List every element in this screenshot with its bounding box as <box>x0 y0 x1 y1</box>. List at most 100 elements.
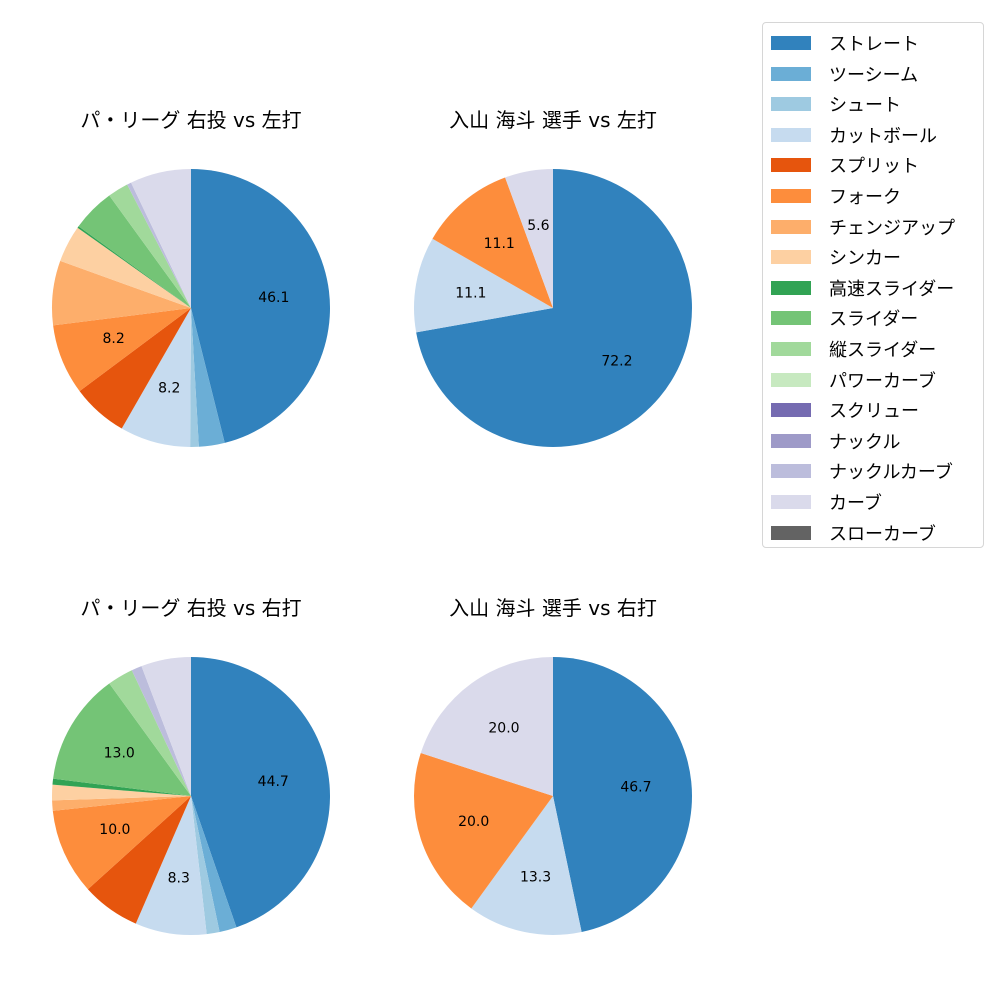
legend-item: スプリット <box>771 155 919 178</box>
legend-swatch <box>771 433 811 448</box>
pie-slice <box>414 238 553 333</box>
pie-slice <box>190 308 199 447</box>
pie-slice <box>131 169 191 308</box>
pie-slice-label: 11.1 <box>484 236 515 252</box>
legend-item: パワーカーブ <box>771 370 936 392</box>
legend-swatch <box>771 525 811 540</box>
pie-slice-label: 5.6 <box>527 218 549 234</box>
legend-label: スプリット <box>829 156 919 178</box>
legend-label: カットボール <box>829 125 937 147</box>
pie-slice-label: 44.7 <box>258 774 289 790</box>
pie-slice <box>420 657 553 796</box>
legend: ストレート ツーシーム シュート カットボール スプリット フォーク チェンジア… <box>762 22 984 548</box>
legend-swatch <box>771 219 811 234</box>
pie-slice-label: 11.1 <box>455 286 486 302</box>
legend-label: スクリュー <box>829 401 919 423</box>
legend-label: スライダー <box>829 309 919 331</box>
pie-slice <box>87 796 191 924</box>
pie-slice-label: 8.3 <box>168 870 190 886</box>
pie-slice <box>141 657 191 796</box>
pie-slice <box>191 169 331 443</box>
legend-label: フォーク <box>829 187 901 208</box>
legend-swatch <box>771 372 811 387</box>
pie-slice-label: 20.0 <box>458 814 489 830</box>
legend-label: パワーカーブ <box>829 370 936 392</box>
pie-slice <box>60 227 191 308</box>
pie-slice <box>79 308 191 429</box>
pie-slice <box>78 195 191 308</box>
chart-title-player-vs-right: 入山 海斗 選手 vs 右打 <box>449 596 657 620</box>
legend-label: ナックル <box>829 431 901 453</box>
legend-swatch <box>771 189 811 203</box>
pie-slice <box>553 657 693 933</box>
pie-slice <box>52 778 191 796</box>
legend-swatch <box>771 342 811 356</box>
pie-slice-label: 10.0 <box>99 822 130 838</box>
pie-slice <box>127 182 191 308</box>
legend-label: スローカーブ <box>829 523 936 545</box>
legend-item: シュート <box>771 94 901 117</box>
chart-title-player-vs-left: 入山 海斗 選手 vs 左打 <box>449 108 657 132</box>
legend-swatch <box>771 97 811 112</box>
pie-slice <box>77 226 191 308</box>
legend-swatch <box>771 66 811 81</box>
legend-label: シンカー <box>829 248 901 270</box>
legend-swatch <box>771 127 811 142</box>
legend-item: フォーク <box>771 186 901 208</box>
legend-swatch <box>771 280 811 295</box>
legend-swatch <box>771 464 811 479</box>
legend-label: カーブ <box>829 493 882 514</box>
legend-item: ナックル <box>771 431 901 453</box>
pie-slice <box>53 308 192 392</box>
pie-slice-label: 46.7 <box>620 779 651 795</box>
legend-item: チェンジアップ <box>771 217 955 239</box>
pie-slice-label: 8.2 <box>103 331 125 347</box>
pie-slice <box>121 308 191 447</box>
pie-slice <box>53 683 192 796</box>
pie-slice-label: 46.1 <box>258 290 289 306</box>
legend-label: 縦スライダー <box>829 340 937 361</box>
legend-item: カーブ <box>771 492 882 514</box>
pie-slice-label: 72.2 <box>601 354 632 370</box>
pie-slice-label: 8.2 <box>158 381 180 397</box>
legend-swatch <box>771 36 811 50</box>
pie-slice <box>505 169 553 308</box>
pie-slice <box>413 753 553 909</box>
legend-item: スクリュー <box>771 400 919 423</box>
legend-item: ナックルカーブ <box>771 461 953 484</box>
legend-item: 縦スライダー <box>771 339 937 361</box>
legend-swatch <box>771 403 811 418</box>
pie-slice <box>191 657 331 928</box>
legend-label: ナックルカーブ <box>829 462 953 484</box>
legend-item: カットボール <box>771 125 937 147</box>
chart-title-league-vs-left: パ・リーグ 右投 vs 左打 <box>80 108 302 132</box>
legend-swatch <box>771 311 811 326</box>
legend-swatch <box>771 250 811 265</box>
legend-swatch <box>771 495 811 509</box>
pie-slice <box>471 796 582 935</box>
pie-slice <box>135 796 207 935</box>
legend-label: シュート <box>829 95 901 117</box>
legend-item: ツーシーム <box>771 64 918 86</box>
pie-slice-label: 20.0 <box>488 721 519 737</box>
legend-item: シンカー <box>771 247 901 270</box>
pie-slice <box>191 796 220 935</box>
pie-slice <box>51 260 191 326</box>
pie-slice <box>416 169 692 447</box>
pie-slice <box>131 666 191 796</box>
legend-label: 高速スライダー <box>829 278 955 300</box>
pie-slice <box>52 784 191 801</box>
pie-slice <box>109 670 191 796</box>
legend-item: 高速スライダー <box>771 278 955 300</box>
legend-label: ストレート <box>829 34 919 55</box>
legend-item: スライダー <box>771 308 919 331</box>
pie-slice <box>109 184 191 308</box>
pie-slice <box>52 796 191 811</box>
legend-label: チェンジアップ <box>829 217 955 239</box>
pie-slice <box>52 796 191 890</box>
legend-swatch <box>771 158 811 173</box>
pie-slice-label: 13.3 <box>520 870 551 886</box>
